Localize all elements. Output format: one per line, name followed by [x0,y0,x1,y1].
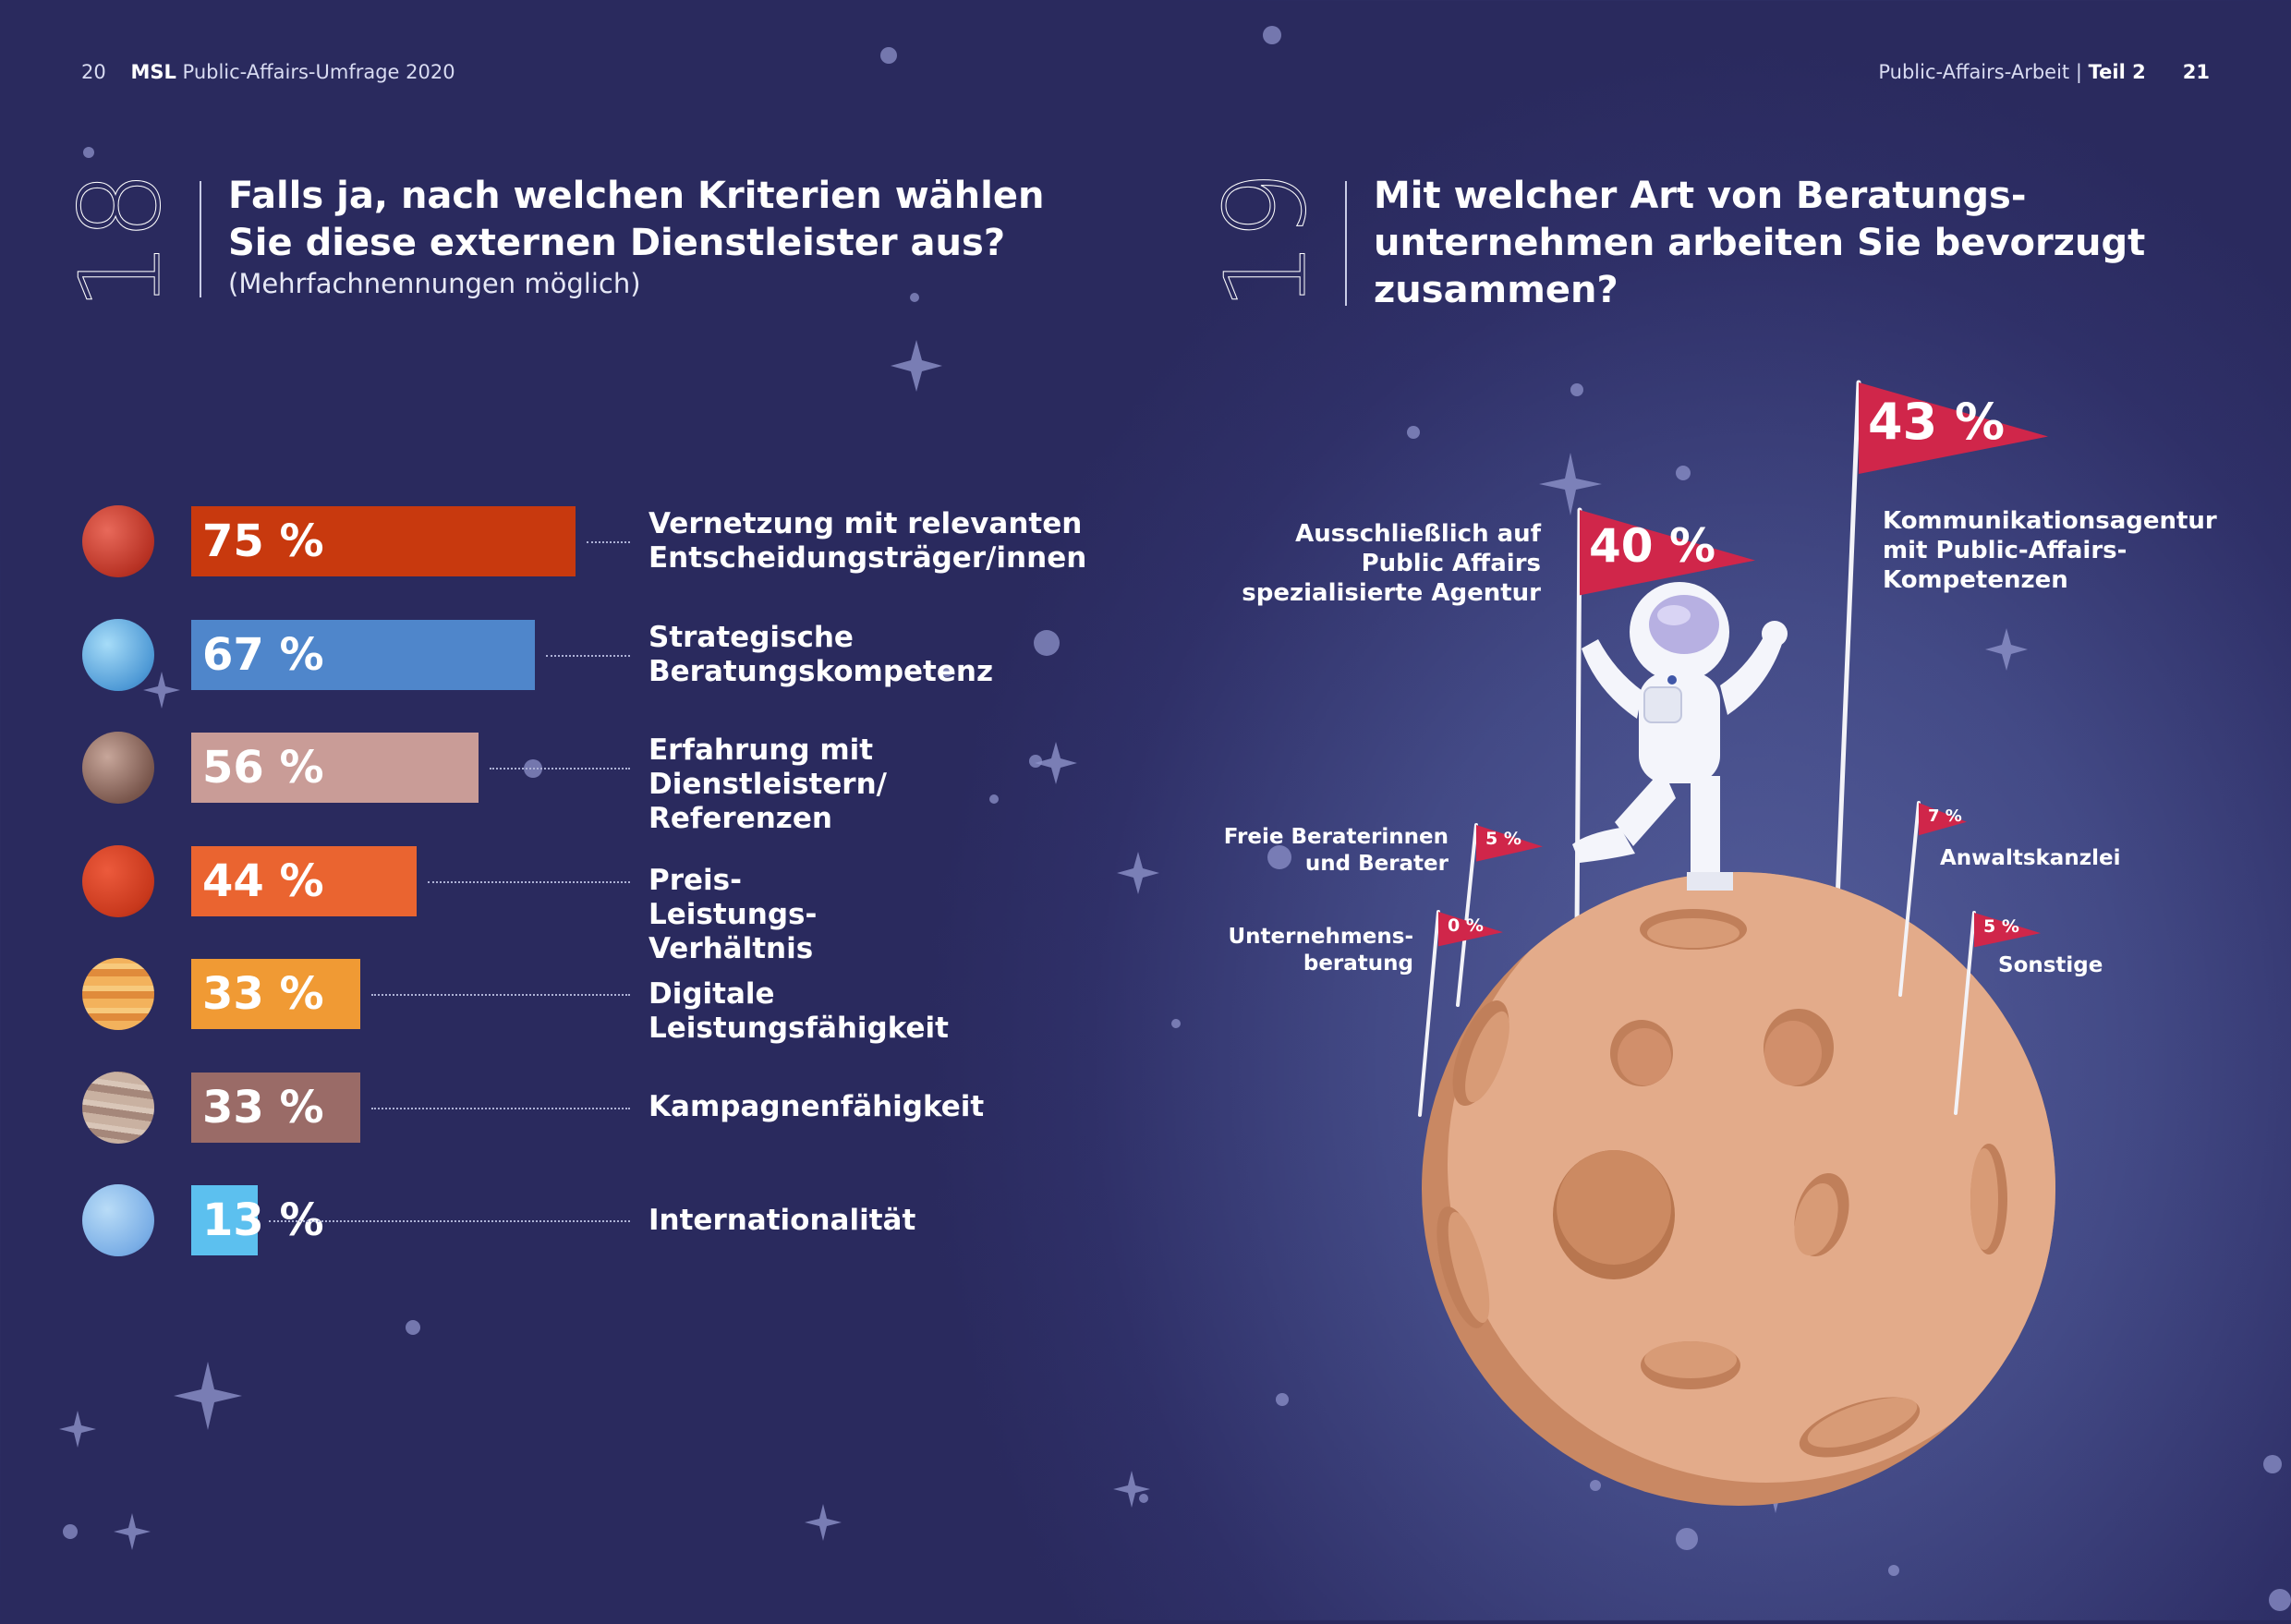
planet-icon [82,732,154,804]
category-label: Preis-Leistungs-Verhältnis [649,864,818,965]
bar: 33 % [191,959,360,1029]
right-header: Public-Affairs-Arbeit | Teil 2 21 [1878,61,2210,83]
pole-40 [1574,507,1582,936]
flag-value-label: 5 % [1983,916,2019,938]
dotted-leader [546,654,630,657]
pole-5-sonstige [1954,911,1976,1115]
flag-value-label: 5 % [1485,829,1521,850]
flag [1859,382,2048,474]
q19-title: Mit welcher Art von Beratungs- unternehm… [1374,175,2146,311]
dotted-leader [428,880,630,883]
dotted-leader [371,1107,630,1109]
planet-icon [82,958,154,1030]
planet-icon [82,1071,154,1144]
flag [1438,912,1503,947]
flag [1919,803,1967,836]
bar: 75 % [191,506,576,576]
pole-43 [1834,380,1861,927]
q18-divider [200,181,201,297]
flag [1974,913,2041,948]
bar: 44 % [191,845,417,916]
planet-icon [82,505,154,577]
bar: 56 % [191,733,479,803]
bar-value-label: 75 % [202,515,324,567]
pole-0 [1418,910,1440,1117]
dotted-leader [587,541,630,543]
category-label: Strategische Beratungskompetenz [649,620,994,688]
pole-7 [1898,801,1921,997]
flag-value-label: 0 % [1448,915,1484,937]
flag-value-label: 7 % [1928,806,1962,826]
category-label: Erfahrung mit Dienstleistern/ Referenzen [649,733,887,835]
bar-value-label: 33 % [202,968,324,1020]
category-label: Kampagnenfähigkeit [649,1090,985,1123]
planet-icon [82,1184,154,1256]
dotted-leader [371,994,630,996]
publication-title: Public-Affairs-Umfrage 2020 [182,61,455,83]
left-header: 20 MSL Public-Affairs-Umfrage 2020 [81,61,455,83]
dotted-leader [269,1220,630,1222]
category-label: Digitale Leistungsfähigkeit [649,976,950,1045]
category-label: Internationalität [649,1203,916,1237]
left-page-number: 20 [81,61,106,83]
planet-icon [82,844,154,917]
flag-value-label: 40 % [1589,519,1716,574]
flag-category-label: Kommunikationsagentur mit Public-Affairs… [1883,507,2217,594]
moon-craters [1436,909,2007,1458]
bar-value-label: 44 % [202,854,324,907]
bar-value-label: 56 % [202,742,324,794]
pole-5-freie [1456,823,1478,1007]
astronaut [1572,582,1788,891]
section-part: Teil 2 [2088,61,2146,83]
bar: 67 % [191,619,535,690]
flag [1580,510,1755,596]
q18-subtitle: (Mehrfachnennungen möglich) [228,268,641,299]
bar: 33 % [191,1072,360,1143]
bar: 13 % [191,1185,324,1255]
flag [1476,825,1543,862]
section-title: Public-Affairs-Arbeit | [1878,61,2089,83]
flag-category-label: Anwaltskanzlei [1940,846,2121,870]
flag-value-label: 43 % [1868,392,2006,451]
dotted-leader [490,768,630,770]
flag-category-label: Unternehmens- beratung [1228,925,1413,976]
q18-title: Falls ja, nach welchen Kriterien wählen … [228,175,1045,264]
bar-value-label: 67 % [202,628,324,681]
brand-name: MSL [130,61,176,83]
q19-divider [1345,181,1347,306]
right-page-number: 21 [2182,61,2210,83]
flag-category-label: Sonstige [1998,953,2103,977]
flag-category-label: Freie Beraterinnen und Berater [1223,825,1449,876]
category-label: Vernetzung mit relevanten Entscheidungst… [649,507,1087,575]
flag-category-label: Ausschließlich auf Public Affairs spezia… [1242,520,1541,607]
planet-icon [82,618,154,691]
bar-value-label: 33 % [202,1081,324,1133]
